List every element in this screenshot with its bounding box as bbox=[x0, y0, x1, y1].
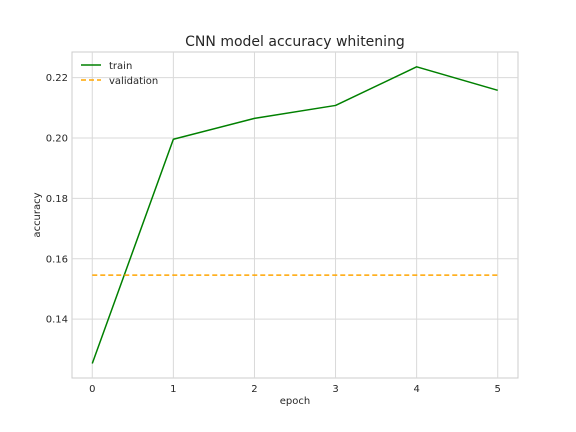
y-tick-label: 0.22 bbox=[46, 73, 68, 84]
x-tick-label: 0 bbox=[89, 384, 95, 395]
x-axis-label: epoch bbox=[280, 396, 310, 407]
y-tick-label: 0.18 bbox=[46, 194, 68, 205]
x-tick-label: 4 bbox=[413, 384, 419, 395]
series-lines bbox=[91, 66, 498, 364]
series-line-train bbox=[91, 66, 498, 364]
legend: train validation bbox=[81, 61, 158, 87]
x-tick-label: 1 bbox=[170, 384, 176, 395]
legend-label-train: train bbox=[109, 61, 132, 72]
y-axis-label: accuracy bbox=[32, 192, 43, 237]
plot-area bbox=[71, 51, 519, 379]
legend-label-validation: validation bbox=[109, 76, 158, 87]
x-tick-label: 3 bbox=[332, 384, 338, 395]
y-tick-label: 0.20 bbox=[46, 134, 68, 145]
y-tick-label: 0.16 bbox=[46, 254, 68, 265]
tick-labels: 0 1 2 3 4 5 0.14 0.16 0.18 0.20 0.22 bbox=[46, 73, 501, 395]
x-tick-label: 5 bbox=[495, 384, 501, 395]
grid bbox=[72, 52, 518, 378]
x-tick-label: 2 bbox=[251, 384, 257, 395]
y-tick-label: 0.14 bbox=[46, 315, 68, 326]
chart-title: CNN model accuracy whitening bbox=[185, 34, 405, 50]
